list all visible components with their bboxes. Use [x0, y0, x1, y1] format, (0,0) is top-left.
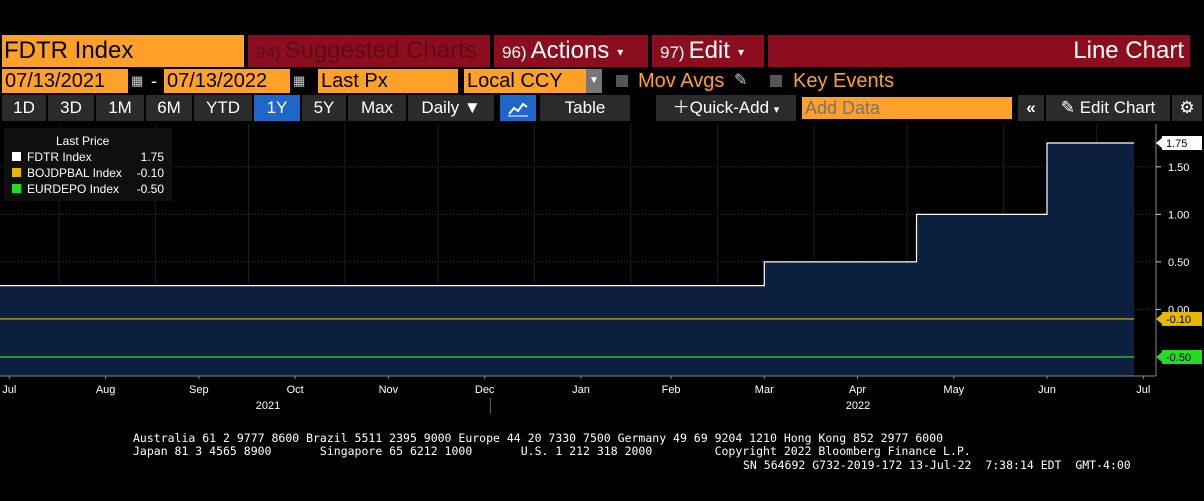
date-dash: - [151, 71, 157, 91]
start-date-field[interactable]: 07/13/2021 [2, 69, 128, 93]
add-data-input[interactable] [802, 97, 1012, 119]
x-tick-label: May [943, 384, 964, 396]
footer-copyright-line: Japan 81 3 4565 8900 Singapore 65 6212 1… [133, 444, 971, 458]
actions-label: Actions [530, 37, 610, 64]
x-year-label: 2021 [256, 400, 280, 412]
legend-series-name: BOJDPBAL Index [27, 166, 122, 180]
collapse-icon[interactable]: « [1018, 95, 1044, 121]
chart-plot [0, 142, 1134, 376]
legend-series-name: EURDEPO Index [27, 182, 120, 196]
frequency-label: Daily [421, 98, 460, 117]
quick-add-button[interactable]: ＋Quick-Add ▾ [656, 95, 796, 121]
legend-series-name: FDTR Index [27, 150, 92, 164]
x-tick-label: Mar [755, 384, 774, 396]
legend-swatch [12, 168, 21, 177]
ticker-field[interactable]: FDTR Index [2, 35, 244, 67]
last-value-badge [1162, 349, 1202, 364]
currency-selector[interactable]: Local CCY [464, 69, 586, 93]
last-value-pointer [1156, 313, 1162, 324]
series-line-fdtr-index [0, 142, 1134, 287]
x-tick-label: Feb [662, 384, 681, 396]
actions-caret-icon: ▾ [617, 44, 624, 59]
table-button[interactable]: Table [540, 95, 630, 121]
legend-swatch [12, 184, 21, 193]
period-6m[interactable]: 6M [146, 95, 192, 121]
x-tick-label: Jun [1038, 384, 1056, 396]
last-value-label: 1.75 [1166, 138, 1187, 150]
x-tick-label: Jul [2, 384, 16, 396]
legend-header: Last Price [56, 134, 110, 148]
quick-add-caret-icon: ▾ [773, 104, 780, 116]
footer-contacts-line: Australia 61 2 9777 8600 Brazil 5511 239… [133, 431, 944, 445]
suggested-charts-label: Suggested Charts [284, 37, 477, 64]
key-events-checkbox[interactable] [770, 75, 782, 87]
edit-number: 97) [660, 43, 685, 62]
x-tick-label: Dec [475, 384, 495, 396]
start-calendar-icon[interactable]: ▦ [131, 73, 144, 88]
legend-swatch [12, 152, 21, 161]
last-value-label: -0.50 [1166, 352, 1191, 364]
currency-dropdown-icon[interactable]: ▼ [586, 69, 602, 93]
suggested-charts-button[interactable]: 94) Suggested Charts [248, 35, 490, 67]
line-chart-icon[interactable] [500, 95, 536, 121]
legend-series-value: -0.50 [136, 182, 164, 196]
x-tick-label: Aug [96, 384, 116, 396]
edit-chart-label: Edit Chart [1079, 98, 1156, 117]
x-tick-label: Nov [379, 384, 399, 396]
legend-item: EURDEPO Index -0.50 [12, 182, 168, 196]
gear-icon[interactable]: ⚙ [1172, 95, 1202, 121]
y-tick-label: 1.00 [1168, 209, 1189, 221]
series-area-fill [0, 143, 1134, 376]
end-calendar-icon[interactable]: ▦ [293, 73, 306, 88]
legend-item: BOJDPBAL Index -0.10 [12, 166, 168, 180]
actions-menu[interactable]: 96) Actions ▾ [494, 35, 648, 67]
mov-avgs-checkbox[interactable] [616, 75, 628, 87]
edit-chart-pencil-icon: ✎ [1060, 98, 1075, 117]
x-year-label: 2022 [846, 400, 870, 412]
period-1y[interactable]: 1Y [254, 95, 300, 121]
y-tick-label: 0.50 [1168, 257, 1189, 269]
last-value-badge [1162, 311, 1202, 326]
x-tick-label: Jan [572, 384, 590, 396]
x-tick-label: Oct [287, 384, 304, 396]
last-value-pointer [1156, 351, 1162, 362]
actions-number: 96) [502, 43, 527, 62]
quick-add-label: Quick-Add [689, 98, 770, 117]
chart-legend: Last Price FDTR Index 1.75 BOJDPBAL Index -… [4, 128, 172, 201]
edit-chart-button[interactable]: ✎ Edit Chart [1046, 95, 1170, 121]
chart-type-label: Line Chart [768, 35, 1190, 67]
legend-series-value: -0.10 [136, 166, 164, 180]
plus-icon: ＋ [672, 98, 690, 117]
last-value-label: -0.10 [1166, 314, 1191, 326]
x-tick-label: Sep [189, 384, 209, 396]
mov-avgs-label: Mov Avgs [638, 70, 725, 92]
edit-menu[interactable]: 97) Edit ▾ [652, 35, 764, 67]
x-tick-label: Jul [1136, 384, 1150, 396]
frequency-selector[interactable]: Daily ▼ [408, 95, 494, 121]
end-date-field[interactable]: 07/13/2022 [164, 69, 290, 93]
y-tick-label: 1.50 [1168, 162, 1189, 174]
period-3d[interactable]: 3D [48, 95, 94, 121]
suggested-charts-number: 94) [256, 43, 281, 62]
period-max[interactable]: Max [348, 95, 406, 121]
period-5y[interactable]: 5Y [302, 95, 346, 121]
pencil-icon[interactable]: ✎ [734, 72, 748, 89]
legend-item: FDTR Index 1.75 [12, 150, 168, 164]
period-1d[interactable]: 1D [2, 95, 46, 121]
key-events-label: Key Events [793, 70, 895, 92]
last-value-badge [1162, 136, 1202, 151]
last-value-pointer [1156, 138, 1162, 149]
field-selector[interactable]: Last Px [318, 69, 458, 93]
period-ytd[interactable]: YTD [194, 95, 252, 121]
x-tick-label: Apr [849, 384, 866, 396]
frequency-caret-icon: ▼ [463, 98, 481, 117]
legend-series-value: 1.75 [140, 150, 164, 164]
edit-label: Edit [688, 37, 730, 64]
period-1m[interactable]: 1M [96, 95, 144, 121]
footer-session-line: SN 564692 G732-2019-172 13-Jul-22 7:38:1… [743, 458, 1131, 472]
edit-caret-icon: ▾ [737, 44, 744, 59]
